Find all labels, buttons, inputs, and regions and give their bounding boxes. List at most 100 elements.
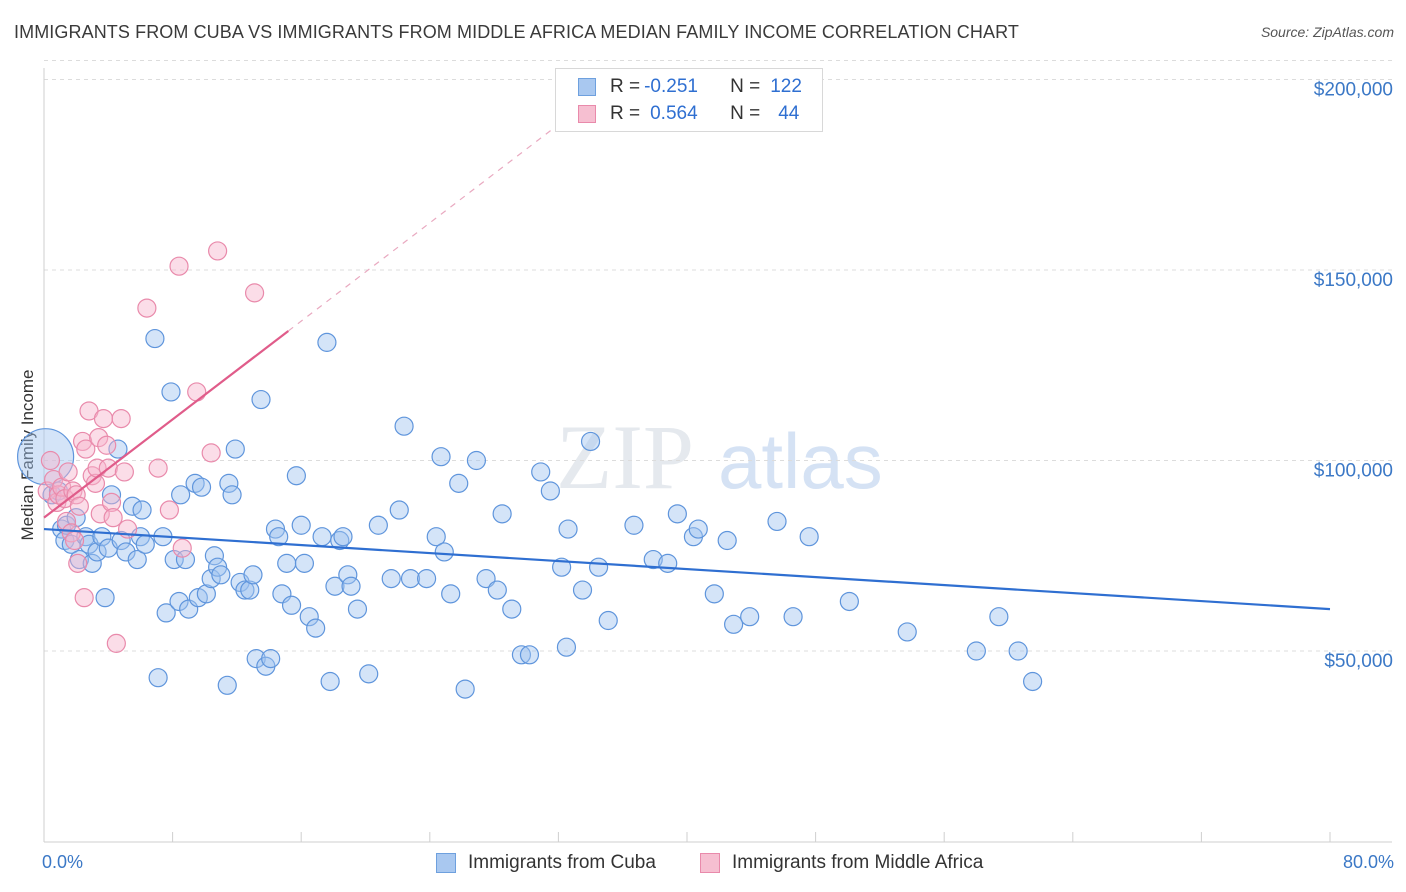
- cuba-point: [624, 515, 644, 535]
- cuba-point: [277, 553, 297, 573]
- middle-africa-point: [103, 508, 123, 528]
- cuba-trend-line: [43, 527, 1331, 611]
- cuba-point: [704, 584, 724, 604]
- cuba-point: [588, 557, 609, 577]
- cuba-point: [122, 496, 143, 516]
- cuba-point: [643, 549, 663, 570]
- cuba-point: [269, 527, 289, 547]
- cuba-point: [101, 485, 122, 505]
- middle-africa-point: [101, 492, 122, 513]
- cuba-point: [416, 569, 437, 589]
- legend-swatch-cuba: [578, 78, 596, 96]
- legend-r-value-cuba: -0.251: [644, 76, 698, 97]
- cuba-point: [476, 569, 496, 589]
- cuba-point: [426, 527, 446, 547]
- cuba-point: [132, 500, 152, 520]
- x-tick-max: 80.0%: [1342, 852, 1394, 872]
- middle-africa-trend-extension: [287, 126, 556, 332]
- cuba-point: [325, 576, 345, 596]
- cuba-point: [580, 431, 601, 452]
- cuba-point: [359, 664, 379, 684]
- cuba-point: [225, 439, 245, 459]
- cuba-point: [724, 614, 744, 634]
- bottom-legend-swatch-middle-africa: [700, 853, 720, 873]
- cuba-point: [966, 641, 986, 661]
- cuba-point: [191, 477, 212, 497]
- source-credit: Source: ZipAtlas.com: [1260, 24, 1394, 40]
- cuba-point: [1023, 671, 1043, 692]
- cuba-point: [400, 569, 421, 589]
- middle-africa-point: [40, 450, 61, 471]
- bottom-legend-cuba: Immigrants from Cuba: [436, 852, 656, 874]
- cuba-point: [116, 542, 136, 562]
- cuba-point: [175, 549, 196, 570]
- cuba-point: [519, 645, 540, 665]
- cuba-point: [466, 450, 487, 471]
- legend-swatch-middle-africa: [578, 105, 596, 123]
- middle-africa-point: [201, 443, 221, 463]
- middle-africa-point: [85, 473, 106, 493]
- middle-africa-point: [68, 553, 88, 573]
- cuba-point: [111, 530, 131, 551]
- chart-title: IMMIGRANTS FROM CUBA VS IMMIGRANTS FROM …: [14, 22, 1019, 42]
- y-tick-label: $200,000: [1314, 80, 1393, 101]
- cuba-point: [989, 607, 1009, 627]
- cuba-point: [320, 671, 340, 692]
- cuba-point: [306, 618, 326, 638]
- cuba-point: [441, 584, 461, 604]
- cuba-point: [217, 675, 237, 695]
- middle-africa-point: [114, 462, 134, 482]
- cuba-point: [799, 527, 819, 547]
- bottom-legend-swatch-cuba: [436, 853, 456, 873]
- cuba-point: [246, 649, 266, 669]
- middle-africa-point: [89, 428, 109, 448]
- cuba-point: [492, 504, 512, 524]
- legend-n-value-cuba: 122: [770, 76, 802, 97]
- y-tick-label: $100,000: [1314, 461, 1393, 482]
- middle-africa-point: [106, 633, 126, 653]
- middle-africa-point: [244, 283, 265, 303]
- cuba-point: [243, 565, 263, 585]
- middle-africa-point: [111, 408, 131, 429]
- legend-n-label: N =: [730, 103, 761, 124]
- middle-africa-point: [169, 256, 189, 276]
- cuba-point: [211, 565, 231, 585]
- cuba-point: [261, 649, 281, 669]
- cuba-point: [171, 485, 191, 505]
- cuba-point: [240, 580, 260, 600]
- cuba-point: [434, 542, 454, 562]
- cuba-point: [368, 515, 388, 535]
- cuba-point: [431, 447, 451, 467]
- cuba-point: [204, 546, 224, 566]
- cuba-point: [338, 565, 358, 585]
- cuba-point: [598, 610, 618, 631]
- cuba-point: [556, 637, 577, 657]
- middle-africa-trend-line: [43, 330, 290, 519]
- middle-africa-point: [64, 530, 85, 551]
- legend-n-value-middle-africa: 44: [778, 103, 800, 124]
- x-tick-min: 0.0%: [42, 852, 84, 872]
- cuba-point: [552, 557, 572, 577]
- bottom-legend-middle-africa: Immigrants from Middle Africa: [700, 852, 983, 874]
- cuba-point: [66, 508, 86, 528]
- cuba-point: [312, 527, 332, 547]
- middle-africa-point: [172, 538, 192, 558]
- cuba-point: [156, 603, 176, 623]
- cuba-point: [161, 382, 181, 402]
- y-tick-labels: $50,000 $100,000 $150,000 $200,000: [1314, 80, 1393, 673]
- cuba-point: [717, 530, 737, 551]
- cuba-point: [294, 553, 315, 573]
- cuba-point: [108, 439, 128, 459]
- middle-africa-point: [90, 504, 110, 524]
- cuba-point: [449, 473, 469, 493]
- cuba-point: [487, 580, 507, 600]
- middle-africa-point: [76, 439, 96, 459]
- cuba-point: [558, 519, 578, 539]
- cuba-point: [389, 500, 409, 520]
- trend-lines: [43, 126, 1331, 611]
- cuba-point: [688, 519, 708, 539]
- middle-africa-point: [148, 458, 168, 478]
- cuba-point: [127, 549, 147, 570]
- cuba-point: [511, 645, 532, 665]
- cuba-point: [286, 466, 306, 486]
